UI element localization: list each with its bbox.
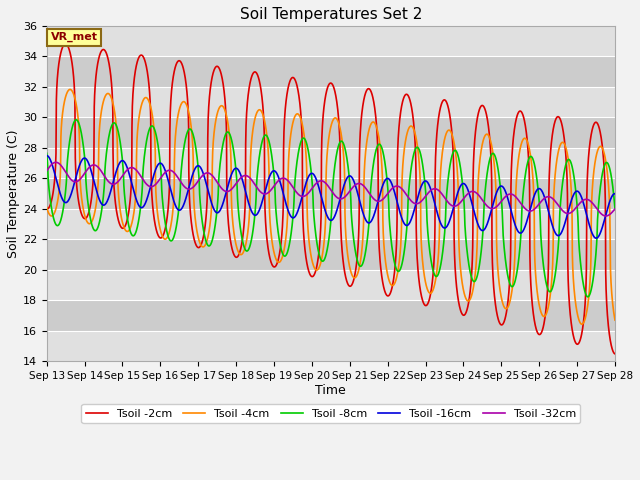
Tsoil -8cm: [261, 132, 269, 138]
Tsoil -2cm: [141, 60, 149, 65]
Tsoil -4cm: [611, 317, 619, 323]
Title: Soil Temperatures Set 2: Soil Temperatures Set 2: [239, 7, 422, 22]
Tsoil -2cm: [600, 163, 608, 168]
Tsoil -4cm: [141, 95, 149, 100]
Tsoil -16cm: [600, 219, 608, 225]
Tsoil -16cm: [593, 235, 600, 241]
Tsoil -8cm: [600, 163, 608, 169]
Tsoil -4cm: [66, 86, 74, 92]
Tsoil -32cm: [602, 213, 610, 219]
Bar: [47, 300, 615, 331]
Y-axis label: Soil Temperature (C): Soil Temperature (C): [7, 130, 20, 258]
Line: Tsoil -8cm: Tsoil -8cm: [47, 120, 615, 297]
Tsoil -16cm: [108, 185, 115, 191]
Tsoil -4cm: [261, 119, 269, 125]
Bar: [47, 56, 615, 87]
Line: Tsoil -16cm: Tsoil -16cm: [47, 156, 615, 238]
Line: Tsoil -4cm: Tsoil -4cm: [47, 89, 615, 324]
Tsoil -8cm: [43, 150, 51, 156]
Tsoil -8cm: [584, 294, 592, 300]
Tsoil -16cm: [43, 153, 51, 158]
Tsoil -32cm: [141, 180, 149, 186]
Tsoil -8cm: [285, 241, 293, 247]
Tsoil -2cm: [43, 206, 51, 212]
Bar: [47, 209, 615, 240]
Tsoil -32cm: [43, 168, 51, 174]
Tsoil -16cm: [141, 201, 149, 206]
Bar: [47, 331, 615, 361]
Bar: [47, 270, 615, 300]
Tsoil -32cm: [108, 181, 116, 187]
Tsoil -4cm: [578, 321, 586, 327]
Tsoil -32cm: [52, 159, 60, 165]
Tsoil -32cm: [611, 206, 619, 212]
Legend: Tsoil -2cm, Tsoil -4cm, Tsoil -8cm, Tsoil -16cm, Tsoil -32cm: Tsoil -2cm, Tsoil -4cm, Tsoil -8cm, Tsoi…: [81, 404, 580, 423]
Tsoil -2cm: [261, 200, 269, 205]
Tsoil -4cm: [600, 151, 608, 156]
Tsoil -32cm: [261, 191, 269, 197]
Line: Tsoil -2cm: Tsoil -2cm: [47, 44, 615, 354]
Tsoil -4cm: [285, 144, 293, 149]
Tsoil -8cm: [611, 206, 619, 212]
Bar: [47, 148, 615, 179]
Tsoil -8cm: [108, 123, 116, 129]
Tsoil -16cm: [611, 191, 619, 197]
Tsoil -16cm: [539, 190, 547, 195]
Tsoil -8cm: [141, 145, 149, 151]
Tsoil -4cm: [108, 96, 116, 102]
Bar: [47, 87, 615, 118]
Tsoil -32cm: [600, 213, 608, 218]
Tsoil -32cm: [285, 180, 293, 185]
Text: VR_met: VR_met: [51, 32, 97, 42]
Tsoil -2cm: [285, 80, 293, 85]
Tsoil -8cm: [72, 117, 80, 123]
Bar: [47, 26, 615, 56]
Tsoil -2cm: [611, 351, 619, 357]
Tsoil -4cm: [539, 313, 547, 319]
Tsoil -16cm: [260, 190, 268, 196]
Bar: [47, 179, 615, 209]
Tsoil -4cm: [43, 204, 51, 210]
Bar: [47, 240, 615, 270]
Tsoil -2cm: [61, 41, 69, 47]
Tsoil -8cm: [539, 257, 547, 263]
Tsoil -2cm: [539, 326, 547, 332]
Line: Tsoil -32cm: Tsoil -32cm: [47, 162, 615, 216]
Tsoil -32cm: [539, 197, 547, 203]
Tsoil -16cm: [285, 211, 293, 216]
Bar: [47, 118, 615, 148]
Tsoil -2cm: [108, 83, 116, 89]
X-axis label: Time: Time: [316, 384, 346, 397]
